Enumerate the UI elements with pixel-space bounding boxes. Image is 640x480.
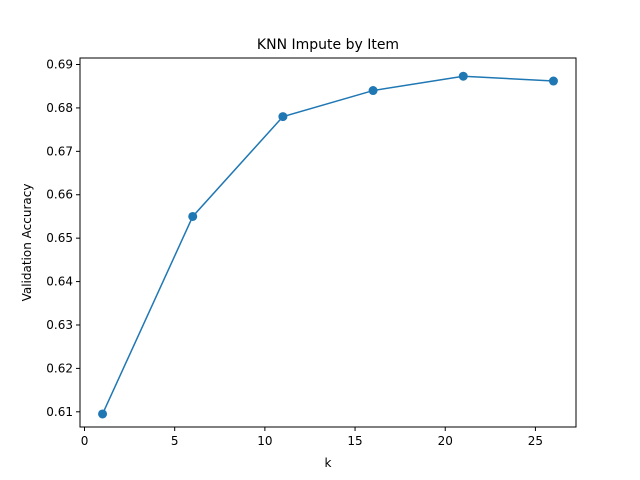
y-tick-label: 0.67 [46, 144, 73, 158]
data-point [458, 71, 468, 81]
data-point [98, 409, 108, 419]
chart-title: KNN Impute by Item [257, 37, 399, 53]
x-tick-label: 15 [347, 434, 362, 448]
x-tick-label: 20 [438, 434, 453, 448]
y-axis-ticks: 0.61 0.62 0.63 0.64 0.65 0.66 0.67 0.68 0.69 [46, 58, 80, 419]
y-tick-label: 0.68 [46, 101, 73, 115]
series-line [101, 75, 554, 415]
plot-frame [79, 57, 577, 428]
x-tick-label: 0 [81, 434, 89, 448]
plot-area [79, 57, 577, 428]
y-tick-label: 0.63 [46, 318, 73, 332]
x-tick-label: 25 [528, 434, 543, 448]
y-tick-label: 0.66 [46, 188, 73, 202]
data-point [278, 112, 288, 122]
y-tick-label: 0.65 [46, 231, 73, 245]
series-layer [98, 71, 558, 419]
y-tick-label: 0.62 [46, 361, 73, 375]
data-point [368, 86, 378, 96]
x-axis-ticks: 0 5 10 15 20 25 [81, 427, 543, 448]
data-point [188, 211, 198, 221]
y-tick-label: 0.61 [46, 405, 73, 419]
x-tick-label: 10 [257, 434, 272, 448]
x-axis-label: k [325, 456, 332, 470]
data-point [548, 76, 558, 86]
y-tick-label: 0.69 [46, 58, 73, 72]
x-tick-label: 5 [171, 434, 179, 448]
y-tick-label: 0.64 [46, 275, 73, 289]
y-axis-label: Validation Accuracy [20, 184, 34, 302]
